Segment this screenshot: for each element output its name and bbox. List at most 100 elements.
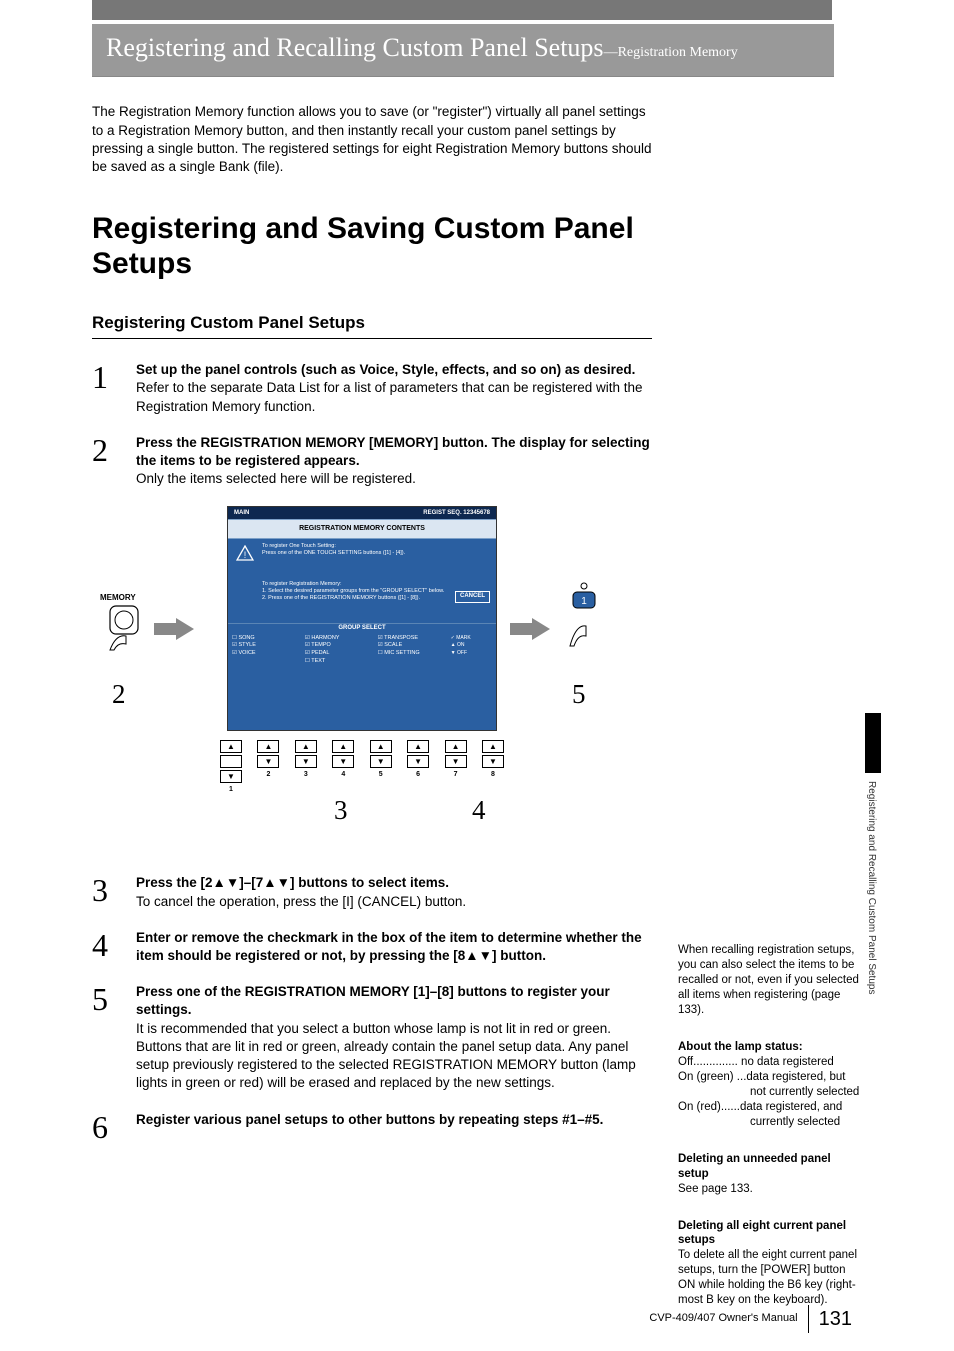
memory-label: MEMORY — [100, 592, 136, 603]
delete-all-note: Deleting all eight current panel setups … — [678, 1219, 863, 1309]
step-2: 2 Press the REGISTRATION MEMORY [MEMORY]… — [92, 434, 652, 489]
step-5: 5 Press one of the REGISTRATION MEMORY [… — [92, 983, 652, 1092]
status-red-cont: currently selected — [750, 1115, 863, 1130]
up-button: ▲ — [407, 740, 429, 753]
step-number: 5 — [92, 983, 136, 1092]
del-title: Deleting an unneeded panel setup — [678, 1152, 863, 1182]
side-tab-text: Registering and Recalling Custom Panel S… — [865, 773, 878, 1073]
up-button: ▲ — [445, 740, 467, 753]
step-lead: Register various panel setups to other b… — [136, 1112, 603, 1127]
diagram-callout-3: 3 — [334, 792, 348, 830]
delall-text: To delete all the eight current panel se… — [678, 1248, 863, 1308]
reg-memory-button-illustration: 1 — [564, 580, 604, 650]
panel-button-col: ▲ ▼ 6 — [403, 740, 433, 795]
step-lead: Press the REGISTRATION MEMORY [MEMORY] b… — [136, 435, 650, 468]
screen-regist-seq: REGIST SEQ. 12345678 — [423, 509, 490, 517]
side-tab: Registering and Recalling Custom Panel S… — [865, 713, 881, 1093]
on-label: ▲ ON — [451, 642, 492, 650]
up-button: ▲ — [257, 740, 279, 753]
down-button: ▼ — [445, 755, 467, 768]
step-4: 4 Enter or remove the checkmark in the b… — [92, 929, 652, 965]
chapter-header: Registering and Recalling Custom Panel S… — [92, 24, 834, 77]
up-button: ▲ — [370, 740, 392, 753]
step-1: 1 Set up the panel controls (such as Voi… — [92, 361, 652, 416]
off-label: ▼ OFF — [451, 650, 492, 658]
down-button: ▼ — [407, 755, 429, 768]
button-number: 6 — [416, 770, 420, 780]
del-text: See page 133. — [678, 1182, 863, 1197]
status-red: On (red)......data registered, and — [678, 1100, 863, 1115]
section-heading: Registering Custom Panel Setups — [92, 311, 652, 339]
spacer — [220, 755, 242, 768]
check-style: STYLE — [232, 642, 301, 650]
sidebar: Registering and Recalling Custom Panel S… — [678, 943, 863, 1330]
step-number: 3 — [92, 874, 136, 910]
step-lead: Press one of the REGISTRATION MEMORY [1]… — [136, 984, 610, 1017]
panel-button-col: ▲ ▼ 5 — [366, 740, 396, 795]
status-off: Off.............. no data registered — [678, 1055, 863, 1070]
device-screen: MAIN REGIST SEQ. 12345678 REGISTRATION M… — [227, 506, 497, 731]
button-number: 3 — [304, 770, 308, 780]
diagram-callout-2: 2 — [112, 676, 126, 714]
intro-paragraph: The Registration Memory function allows … — [92, 103, 652, 176]
mark-label: ✓ MARK — [451, 635, 492, 643]
page-heading: Registering and Saving Custom Panel Setu… — [92, 212, 652, 281]
step-6: 6 Register various panel setups to other… — [92, 1111, 652, 1143]
status-green: On (green) ...data registered, but — [678, 1070, 863, 1085]
check-pedal: PEDAL — [305, 650, 374, 658]
panel-button-col: ▲ ▼ 8 — [478, 740, 508, 795]
up-button: ▲ — [482, 740, 504, 753]
status-title: About the lamp status: — [678, 1040, 863, 1055]
panel-button-col: ▲ ▼ 2 — [253, 740, 283, 795]
up-button: ▲ — [220, 740, 242, 753]
panel-button-col: ▲ ▼ 4 — [328, 740, 358, 795]
check-voice: VOICE — [232, 650, 301, 658]
down-button: ▼ — [220, 770, 242, 783]
step-detail: To cancel the operation, press the [I] (… — [136, 893, 652, 911]
group-select-grid: SONG STYLE VOICE HARMONY TEMPO PEDAL TEX… — [228, 633, 496, 672]
top-gray-bar — [92, 0, 832, 20]
button-number: 1 — [229, 785, 233, 795]
button-number: 7 — [454, 770, 458, 780]
info-text-2: To register Registration Memory: 1. Sele… — [262, 581, 444, 601]
screen-main-label: MAIN — [234, 509, 249, 517]
cancel-box: CANCEL — [455, 591, 490, 603]
footer: CVP-409/407 Owner's Manual 131 — [649, 1305, 852, 1333]
panel-button-col: ▲ ▼ 3 — [291, 740, 321, 795]
down-button: ▼ — [295, 755, 317, 768]
button-number: 5 — [379, 770, 383, 780]
check-text: TEXT — [305, 658, 374, 666]
check-scale: SCALE — [378, 642, 447, 650]
screen-info-1: ! To register One Touch Setting: Press o… — [228, 539, 496, 577]
up-button: ▲ — [332, 740, 354, 753]
side-tab-marker — [865, 713, 881, 773]
panel-button-col: ▲ ▼ 7 — [441, 740, 471, 795]
button-number: 2 — [266, 770, 270, 780]
diagram-callout-5: 5 — [572, 676, 586, 714]
check-mic: MIC SETTING — [378, 650, 447, 658]
step-number: 6 — [92, 1111, 136, 1143]
up-button: ▲ — [295, 740, 317, 753]
button-number: 8 — [491, 770, 495, 780]
step-detail: It is recommended that you select a butt… — [136, 1020, 652, 1093]
screen-contents-title: REGISTRATION MEMORY CONTENTS — [228, 519, 496, 539]
step-lead: Enter or remove the checkmark in the box… — [136, 930, 642, 963]
screen-topbar: MAIN REGIST SEQ. 12345678 — [228, 507, 496, 519]
step-detail: Refer to the separate Data List for a li… — [136, 379, 652, 415]
down-button: ▼ — [370, 755, 392, 768]
page-number: 131 — [808, 1305, 852, 1333]
step-3: 3 Press the [2▲▼]–[7▲▼] buttons to selec… — [92, 874, 652, 910]
recall-note: When recalling registration setups, you … — [678, 943, 863, 1018]
group-select-title: GROUP SELECT — [228, 623, 496, 632]
step-lead: Press the [2▲▼]–[7▲▼] buttons to select … — [136, 875, 449, 890]
step-number: 4 — [92, 929, 136, 965]
step-number: 2 — [92, 434, 136, 489]
panel-button-row: ▲ ▼ 1▲ ▼ 2▲ ▼ 3▲ ▼ — [216, 740, 508, 795]
delall-title: Deleting all eight current panel setups — [678, 1219, 863, 1249]
diagram-callout-4: 4 — [472, 792, 486, 830]
svg-text:!: ! — [244, 550, 247, 560]
svg-text:1: 1 — [581, 596, 587, 607]
step-detail: Only the items selected here will be reg… — [136, 470, 652, 488]
chapter-title: Registering and Recalling Custom Panel S… — [106, 33, 604, 62]
arrow-right-icon — [154, 618, 194, 640]
